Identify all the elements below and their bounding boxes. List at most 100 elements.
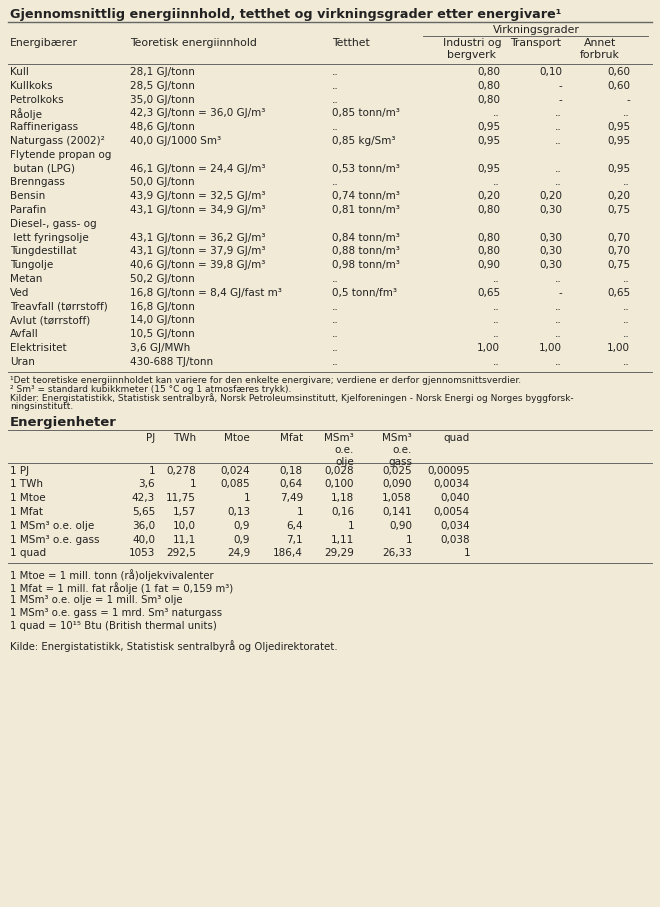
Text: 0,85 tonn/m³: 0,85 tonn/m³: [332, 109, 400, 119]
Text: 1: 1: [296, 507, 303, 517]
Text: 0,13: 0,13: [227, 507, 250, 517]
Text: 5,65: 5,65: [132, 507, 155, 517]
Text: ..: ..: [493, 274, 500, 284]
Text: 0,80: 0,80: [477, 205, 500, 215]
Text: 0,90: 0,90: [389, 521, 412, 531]
Text: 1 MSm³ o.e. olje: 1 MSm³ o.e. olje: [10, 521, 94, 531]
Text: Avfall: Avfall: [10, 329, 39, 339]
Text: 1: 1: [405, 534, 412, 544]
Text: 0,028: 0,028: [324, 465, 354, 475]
Text: 29,29: 29,29: [324, 549, 354, 559]
Text: 0,025: 0,025: [382, 465, 412, 475]
Text: Gjennomsnittlig energiinnhold, tetthet og virkningsgrader etter energivare¹: Gjennomsnittlig energiinnhold, tetthet o…: [10, 8, 562, 21]
Text: 1 Mfat = 1 mill. fat råolje (1 fat = 0,159 m³): 1 Mfat = 1 mill. fat råolje (1 fat = 0,1…: [10, 582, 233, 594]
Text: 1 Mtoe = 1 mill. tonn (rå)oljekvivalenter: 1 Mtoe = 1 mill. tonn (rå)oljekvivalente…: [10, 570, 214, 581]
Text: 1,00: 1,00: [477, 343, 500, 353]
Text: 1 MSm³ o.e. gass: 1 MSm³ o.e. gass: [10, 534, 100, 544]
Text: Kullkoks: Kullkoks: [10, 81, 53, 91]
Text: ..: ..: [555, 302, 562, 312]
Text: quad: quad: [444, 433, 470, 443]
Text: 0,84 tonn/m³: 0,84 tonn/m³: [332, 232, 400, 242]
Text: 0,98 tonn/m³: 0,98 tonn/m³: [332, 260, 400, 270]
Text: 50,0 GJ/tonn: 50,0 GJ/tonn: [130, 178, 195, 188]
Text: -: -: [558, 94, 562, 104]
Text: ..: ..: [493, 329, 500, 339]
Text: ..: ..: [332, 274, 339, 284]
Text: 40,0 GJ/1000 Sm³: 40,0 GJ/1000 Sm³: [130, 136, 221, 146]
Text: 0,95: 0,95: [607, 122, 630, 132]
Text: Teoretisk energiinnhold: Teoretisk energiinnhold: [130, 38, 257, 48]
Text: 10,0: 10,0: [173, 521, 196, 531]
Text: ..: ..: [332, 356, 339, 366]
Text: 3,6: 3,6: [139, 480, 155, 490]
Text: -: -: [558, 288, 562, 297]
Text: 43,9 GJ/tonn = 32,5 GJ/m³: 43,9 GJ/tonn = 32,5 GJ/m³: [130, 191, 265, 201]
Text: Treavfall (tørrstoff): Treavfall (tørrstoff): [10, 302, 108, 312]
Text: 0,00095: 0,00095: [428, 465, 470, 475]
Text: Kilder: Energistatistikk, Statistisk sentralbyrå, Norsk Petroleumsinstitutt, Kje: Kilder: Energistatistikk, Statistisk sen…: [10, 394, 574, 404]
Text: 0,80: 0,80: [477, 94, 500, 104]
Text: 0,74 tonn/m³: 0,74 tonn/m³: [332, 191, 400, 201]
Text: 6,4: 6,4: [286, 521, 303, 531]
Text: Tetthet: Tetthet: [332, 38, 370, 48]
Text: 0,88 tonn/m³: 0,88 tonn/m³: [332, 247, 400, 257]
Text: Bensin: Bensin: [10, 191, 46, 201]
Text: Råolje: Råolje: [10, 109, 42, 121]
Text: 28,5 GJ/tonn: 28,5 GJ/tonn: [130, 81, 195, 91]
Text: ² Sm³ = standard kubikkmeter (15 °C og 1 atmosfæres trykk).: ² Sm³ = standard kubikkmeter (15 °C og 1…: [10, 385, 291, 394]
Text: 0,70: 0,70: [607, 247, 630, 257]
Text: Naturgass (2002)²: Naturgass (2002)²: [10, 136, 105, 146]
Text: ..: ..: [555, 136, 562, 146]
Text: 0,038: 0,038: [440, 534, 470, 544]
Text: 0,0054: 0,0054: [434, 507, 470, 517]
Text: 0,0034: 0,0034: [434, 480, 470, 490]
Text: 0,278: 0,278: [166, 465, 196, 475]
Text: 40,6 GJ/tonn = 39,8 GJ/m³: 40,6 GJ/tonn = 39,8 GJ/m³: [130, 260, 265, 270]
Text: -: -: [626, 94, 630, 104]
Text: 0,20: 0,20: [477, 191, 500, 201]
Text: 14,0 GJ/tonn: 14,0 GJ/tonn: [130, 316, 195, 326]
Text: ..: ..: [332, 94, 339, 104]
Text: 0,85 kg/Sm³: 0,85 kg/Sm³: [332, 136, 395, 146]
Text: butan (LPG): butan (LPG): [10, 163, 75, 173]
Text: ..: ..: [555, 178, 562, 188]
Text: ..: ..: [332, 122, 339, 132]
Text: ..: ..: [493, 356, 500, 366]
Text: 1,00: 1,00: [539, 343, 562, 353]
Text: ..: ..: [332, 302, 339, 312]
Text: 43,1 GJ/tonn = 37,9 GJ/m³: 43,1 GJ/tonn = 37,9 GJ/m³: [130, 247, 265, 257]
Text: 43,1 GJ/tonn = 36,2 GJ/m³: 43,1 GJ/tonn = 36,2 GJ/m³: [130, 232, 265, 242]
Text: 1 quad = 10¹⁵ Btu (British thermal units): 1 quad = 10¹⁵ Btu (British thermal units…: [10, 621, 217, 631]
Text: 1053: 1053: [129, 549, 155, 559]
Text: ..: ..: [555, 329, 562, 339]
Text: 0,30: 0,30: [539, 260, 562, 270]
Text: ..: ..: [623, 356, 630, 366]
Text: 1: 1: [148, 465, 155, 475]
Text: 35,0 GJ/tonn: 35,0 GJ/tonn: [130, 94, 195, 104]
Text: Uran: Uran: [10, 356, 35, 366]
Text: 0,95: 0,95: [607, 136, 630, 146]
Text: 3,6 GJ/MWh: 3,6 GJ/MWh: [130, 343, 190, 353]
Text: 0,5 tonn/fm³: 0,5 tonn/fm³: [332, 288, 397, 297]
Text: TWh: TWh: [173, 433, 196, 443]
Text: 0,95: 0,95: [477, 122, 500, 132]
Text: 0,75: 0,75: [607, 205, 630, 215]
Text: 43,1 GJ/tonn = 34,9 GJ/m³: 43,1 GJ/tonn = 34,9 GJ/m³: [130, 205, 265, 215]
Text: ..: ..: [623, 109, 630, 119]
Text: 16,8 GJ/tonn = 8,4 GJ/fast m³: 16,8 GJ/tonn = 8,4 GJ/fast m³: [130, 288, 282, 297]
Text: ..: ..: [623, 316, 630, 326]
Text: 292,5: 292,5: [166, 549, 196, 559]
Text: 1 Mtoe: 1 Mtoe: [10, 493, 46, 503]
Text: 0,30: 0,30: [539, 205, 562, 215]
Text: 42,3: 42,3: [132, 493, 155, 503]
Text: ..: ..: [493, 302, 500, 312]
Text: 0,70: 0,70: [607, 232, 630, 242]
Text: 0,30: 0,30: [539, 247, 562, 257]
Text: ..: ..: [555, 109, 562, 119]
Text: 10,5 GJ/tonn: 10,5 GJ/tonn: [130, 329, 195, 339]
Text: 11,1: 11,1: [173, 534, 196, 544]
Text: ..: ..: [555, 356, 562, 366]
Text: Transport: Transport: [510, 38, 562, 48]
Text: lett fyringsolje: lett fyringsolje: [10, 232, 88, 242]
Text: 0,95: 0,95: [477, 136, 500, 146]
